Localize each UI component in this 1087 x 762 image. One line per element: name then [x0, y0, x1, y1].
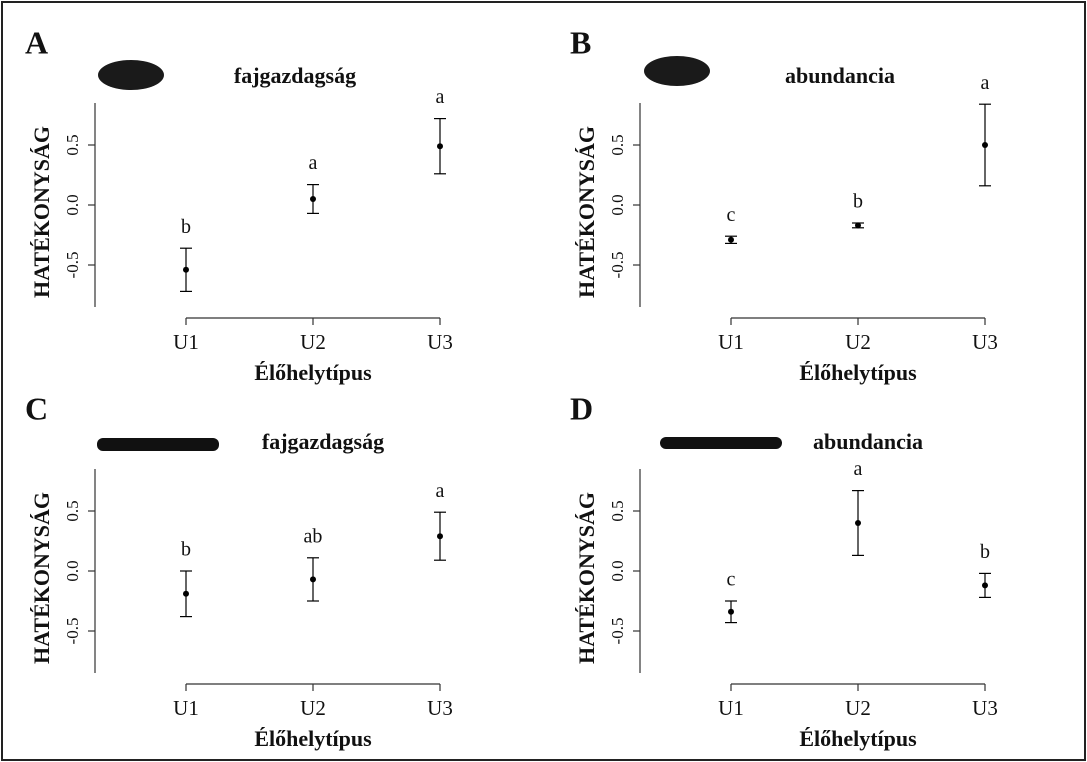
y-axis-label: HATÉKONYSÁG — [574, 126, 599, 298]
panel-letter: C — [25, 390, 48, 426]
y-tick-label: 0.0 — [608, 560, 627, 581]
icon-millipede — [97, 438, 219, 451]
icon-millipede — [644, 56, 710, 86]
y-axis-label: HATÉKONYSÁG — [574, 492, 599, 664]
panel-letter: B — [570, 24, 591, 60]
group-letter: a — [436, 86, 445, 108]
x-axis-label: Élőhelytípus — [254, 360, 372, 385]
panel-letter: D — [570, 390, 593, 426]
point — [437, 533, 443, 540]
icon-millipede — [98, 60, 164, 90]
y-tick-label: -0.5 — [608, 252, 627, 279]
x-tick-label: U1 — [173, 696, 199, 720]
group-letter: b — [980, 541, 990, 563]
x-tick-label: U3 — [972, 330, 998, 354]
y-tick-label: 0.5 — [608, 500, 627, 521]
x-tick-label: U2 — [300, 330, 326, 354]
group-letter: ab — [304, 525, 323, 547]
point — [855, 222, 861, 229]
x-tick-label: U2 — [845, 696, 871, 720]
icons — [97, 56, 782, 451]
x-tick-label: U3 — [427, 696, 453, 720]
y-axis-label: HATÉKONYSÁG — [29, 126, 54, 298]
point — [728, 236, 734, 243]
panel-letter: A — [25, 24, 48, 60]
group-letter: a — [854, 458, 863, 480]
group-letter: c — [727, 569, 736, 591]
y-tick-label: 0.0 — [63, 560, 82, 581]
y-axis-label: HATÉKONYSÁG — [29, 492, 54, 664]
y-tick-label: 0.0 — [608, 194, 627, 215]
group-letter: c — [727, 204, 736, 226]
y-tick-label: -0.5 — [608, 618, 627, 645]
chart-title: abundancia — [785, 63, 895, 88]
y-tick-label: 0.0 — [63, 194, 82, 215]
group-letter: b — [853, 191, 863, 213]
x-tick-label: U2 — [300, 696, 326, 720]
x-tick-label: U3 — [427, 330, 453, 354]
chart-title: abundancia — [813, 429, 923, 454]
point — [982, 582, 988, 589]
group-letter: a — [436, 480, 445, 502]
x-tick-label: U1 — [173, 330, 199, 354]
y-tick-label: 0.5 — [608, 134, 627, 155]
group-letter: b — [181, 216, 191, 238]
icon-millipede — [660, 437, 782, 449]
point — [183, 266, 189, 273]
y-tick-label: 0.5 — [63, 134, 82, 155]
chart-title: fajgazdagság — [234, 63, 356, 88]
x-tick-label: U1 — [718, 330, 744, 354]
y-tick-label: -0.5 — [63, 618, 82, 645]
group-letter: b — [181, 539, 191, 561]
point — [183, 590, 189, 597]
x-axis-label: Élőhelytípus — [799, 726, 917, 751]
point — [728, 608, 734, 615]
x-tick-label: U2 — [845, 330, 871, 354]
group-letter: a — [981, 72, 990, 94]
point — [437, 143, 443, 150]
point — [310, 576, 316, 583]
x-tick-label: U3 — [972, 696, 998, 720]
x-axis-label: Élőhelytípus — [254, 726, 372, 751]
group-letter: a — [309, 152, 318, 174]
y-tick-label: 0.5 — [63, 500, 82, 521]
x-tick-label: U1 — [718, 696, 744, 720]
point — [855, 520, 861, 526]
y-tick-label: -0.5 — [63, 252, 82, 279]
point — [982, 142, 988, 148]
chart-title: fajgazdagság — [262, 429, 384, 454]
point — [310, 196, 316, 202]
x-axis-label: Élőhelytípus — [799, 360, 917, 385]
